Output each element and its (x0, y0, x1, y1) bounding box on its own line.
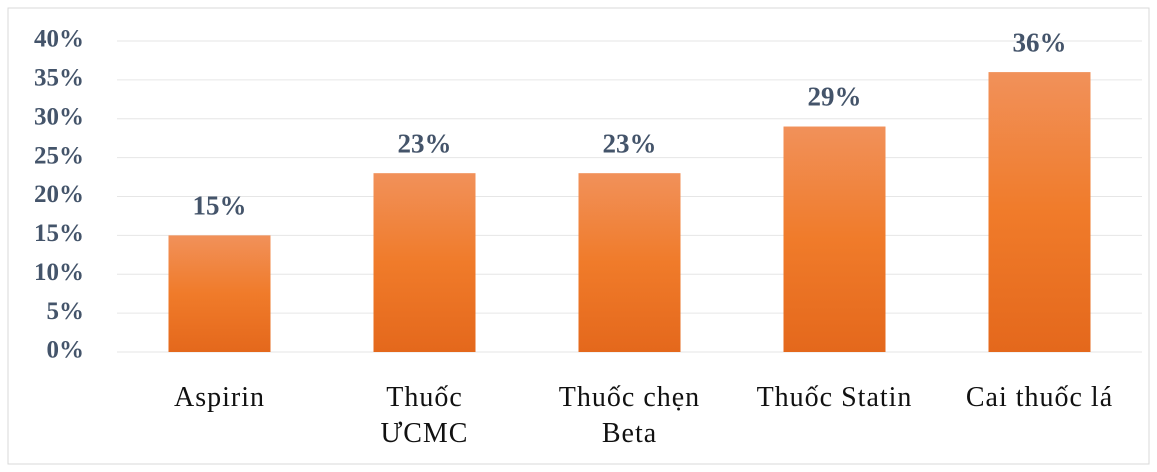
x-tick-label: Cai thuốc lá (965, 382, 1114, 413)
y-tick-label: 30% (34, 103, 84, 130)
y-tick-label: 20% (34, 181, 84, 208)
data-label: 36% (1013, 27, 1067, 57)
bar (783, 126, 886, 353)
y-tick-label: 40% (34, 26, 84, 53)
chart-border (7, 7, 1150, 465)
data-label: 29% (808, 82, 862, 112)
y-tick-label: 25% (34, 142, 84, 169)
x-tick-label: Aspirin (174, 382, 265, 413)
y-tick-label: 10% (34, 259, 84, 286)
bar (988, 72, 1091, 352)
x-tick-label: Thuốc Statin (756, 382, 913, 413)
y-tick-label: 15% (34, 220, 84, 247)
y-tick-label: 0% (47, 337, 85, 364)
x-tick-label: Thuốc chẹn Beta (558, 382, 701, 449)
x-tick-label: Thuốc ƯCMC (380, 382, 469, 449)
bar (373, 173, 476, 352)
data-label: 23% (603, 128, 657, 158)
data-label: 15% (193, 191, 247, 221)
y-tick-label: 35% (34, 65, 84, 92)
bar (578, 173, 681, 352)
y-tick-label: 5% (47, 298, 85, 325)
data-label: 23% (398, 128, 452, 158)
bar (168, 235, 271, 352)
